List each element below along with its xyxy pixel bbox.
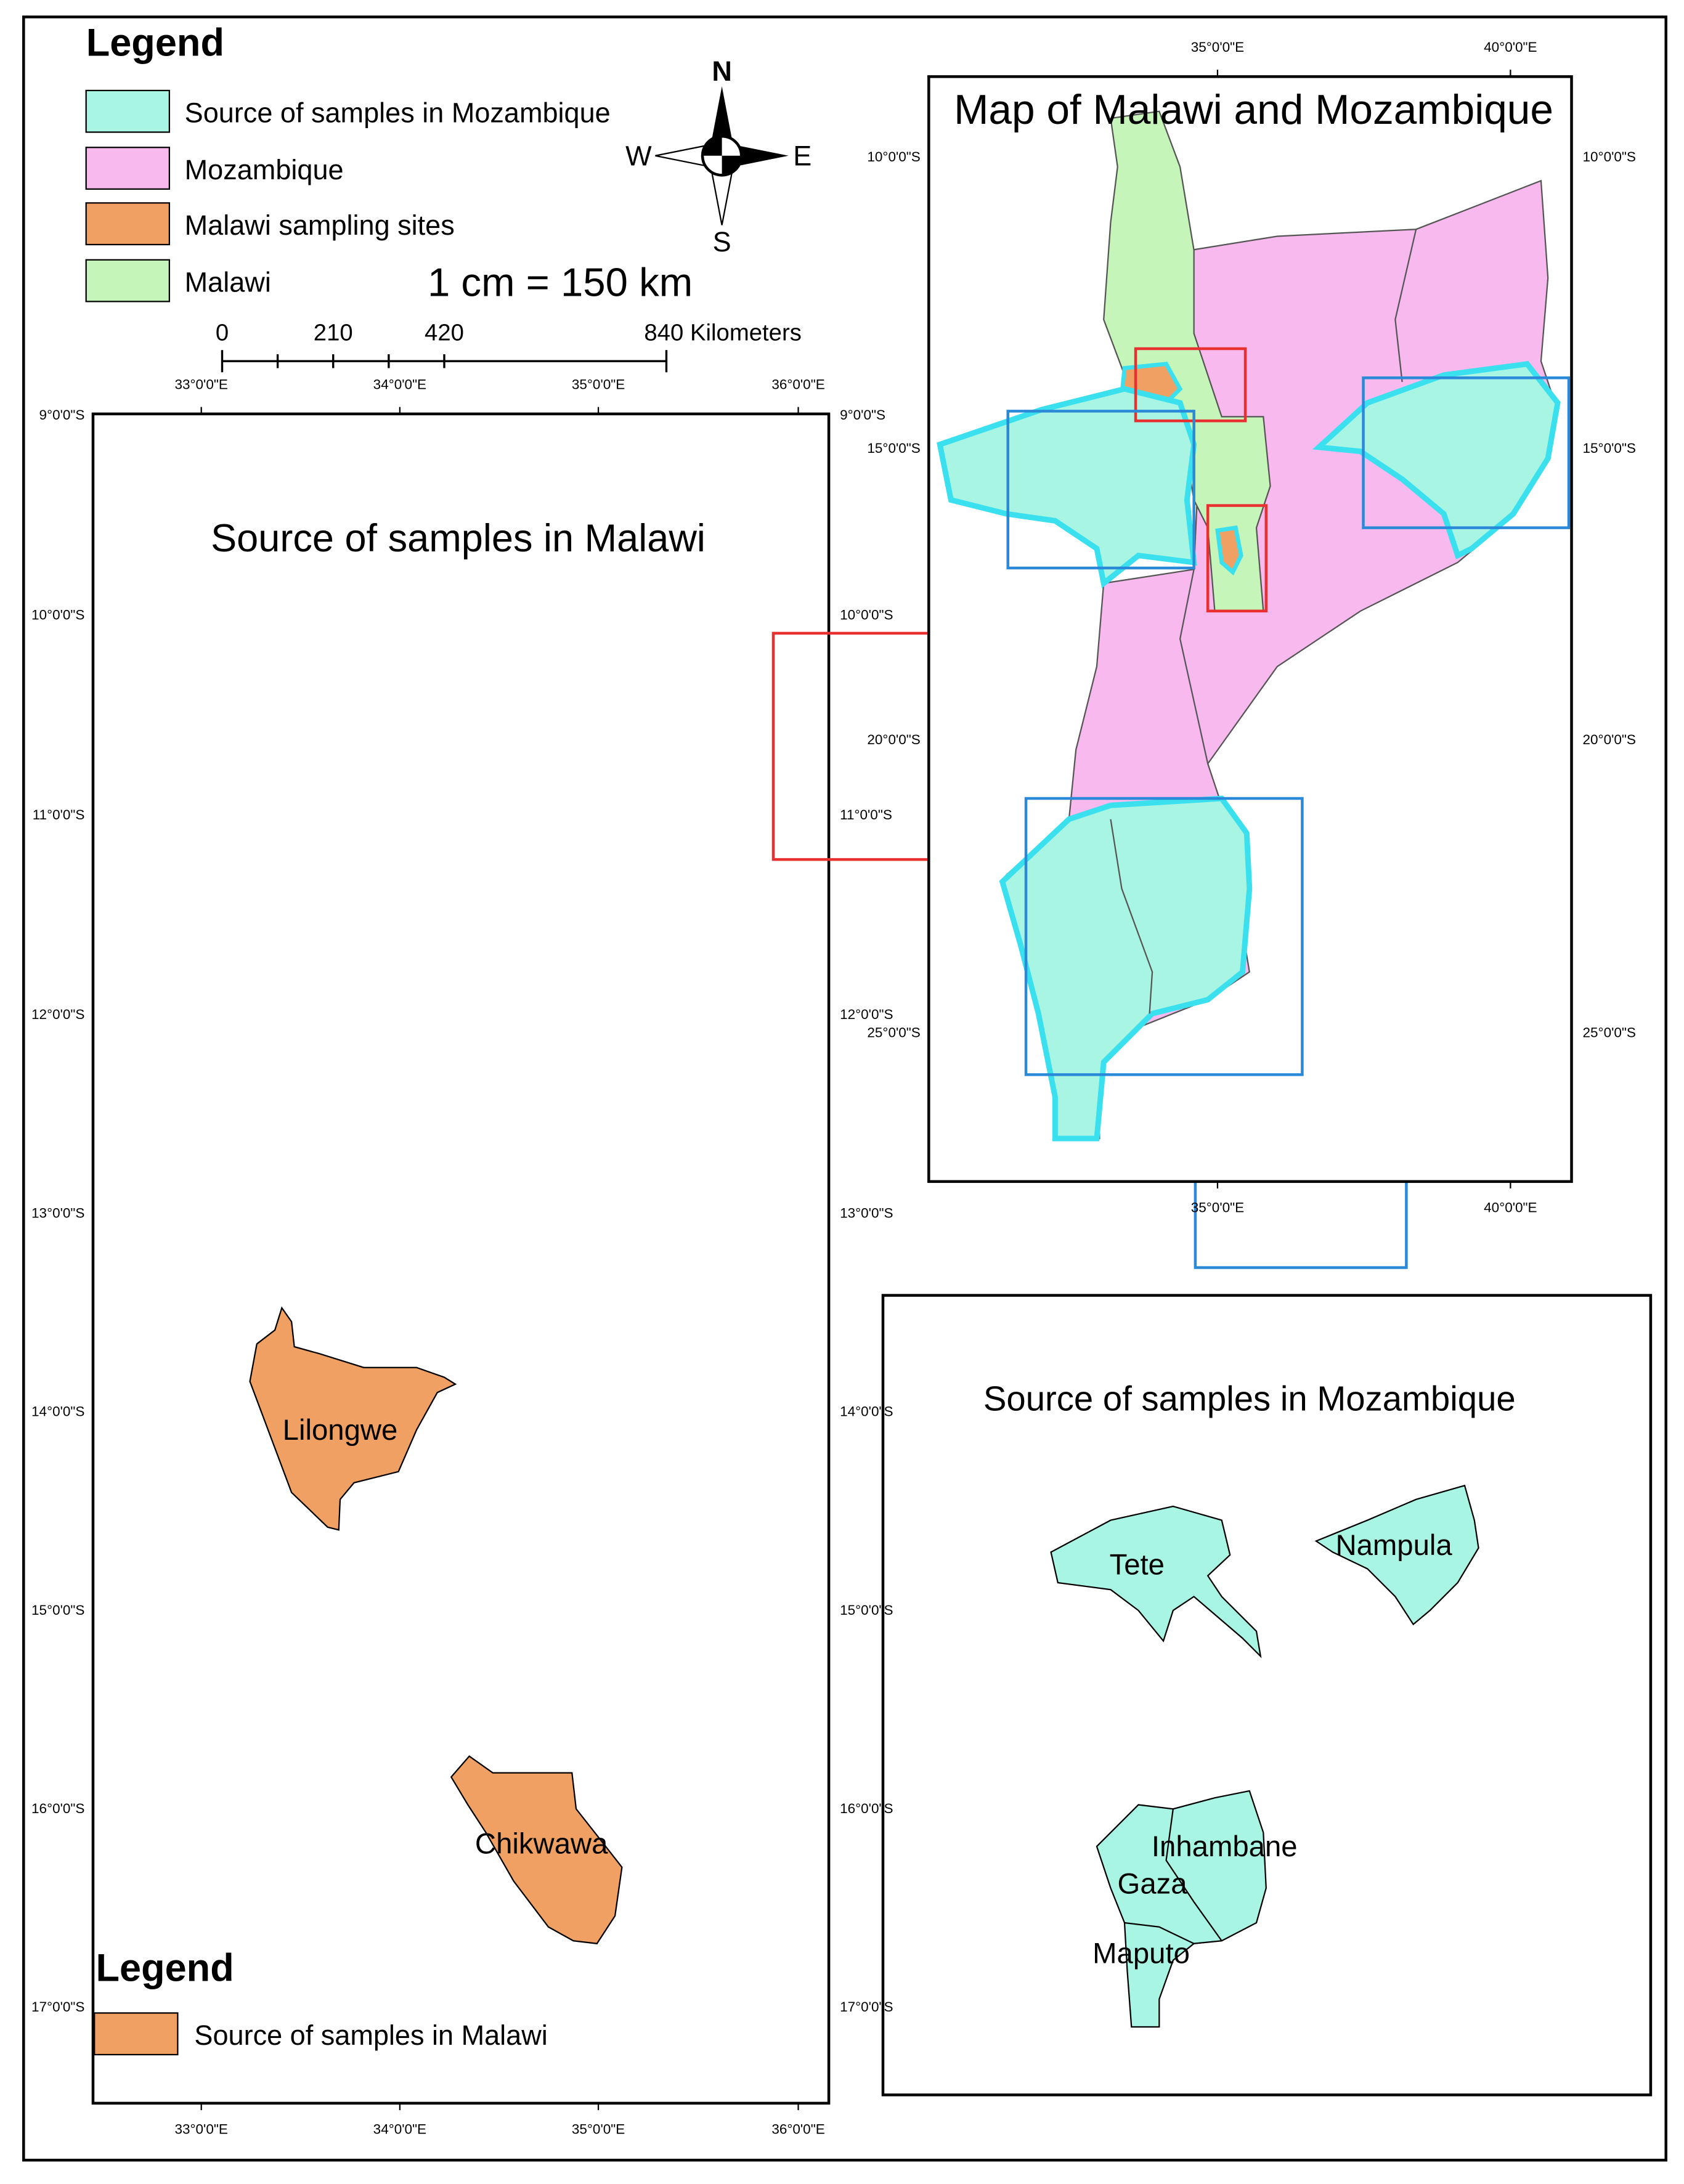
sample-areas <box>937 360 1561 1142</box>
compass <box>655 86 789 225</box>
mozambique-map-frame <box>881 1294 1653 2097</box>
mozambique-boundaries <box>1124 1809 1222 1944</box>
main-map-title: Map of Malawi and Mozambique <box>954 87 1553 133</box>
y-tick-label: 10°0'0"S <box>867 149 920 164</box>
y-tick-label: 16°0'0"S <box>31 1801 84 1816</box>
compass-label: S <box>713 226 731 258</box>
y-tick-label: 17°0'0"S <box>840 1999 893 2015</box>
mozambique-map-title: Source of samples in Mozambique <box>983 1379 1516 1418</box>
x-tick-label: 35°0'0"E <box>1191 39 1244 55</box>
y-tick-label: 14°0'0"S <box>31 1404 84 1419</box>
y-tick-label: 15°0'0"S <box>867 440 920 456</box>
compass-label: E <box>793 140 811 172</box>
legend-label: Malawi <box>185 267 271 298</box>
scale-label: 0 <box>216 319 229 346</box>
malawi-map-title: Source of samples in Malawi <box>211 517 706 560</box>
y-tick-label: 17°0'0"S <box>31 1999 84 2015</box>
x-tick-label: 36°0'0"E <box>771 376 824 392</box>
y-tick-label: 11°0'0"S <box>33 807 85 822</box>
y-tick-label: 13°0'0"S <box>840 1205 893 1220</box>
y-tick-label: 9°0'0"S <box>840 407 885 423</box>
extent-box <box>1362 376 1571 529</box>
legend-swatch <box>85 147 171 190</box>
scale-text: 1 cm = 150 km <box>428 259 693 304</box>
y-tick-label: 11°0'0"S <box>840 807 892 822</box>
place-label: Gaza <box>1118 1868 1188 1901</box>
legend-swatch <box>85 259 171 302</box>
x-tick-label: 40°0'0"E <box>1484 1200 1537 1215</box>
y-tick-label: 20°0'0"S <box>867 732 920 747</box>
place-label: Nampula <box>1335 1529 1452 1562</box>
y-tick-label: 15°0'0"S <box>31 1602 84 1618</box>
y-tick-label: 9°0'0"S <box>39 407 85 423</box>
y-tick-label: 10°0'0"S <box>840 607 893 622</box>
place-label: Chikwawa <box>475 1827 608 1860</box>
x-tick-label: 40°0'0"E <box>1484 39 1537 55</box>
legend-title: Legend <box>86 22 224 65</box>
lilongwe-region <box>249 1306 457 1531</box>
legend-title: Legend <box>96 1947 234 1990</box>
y-tick-label: 10°0'0"S <box>1583 149 1636 164</box>
legend-label: Mozambique <box>185 154 344 185</box>
x-tick-label: 36°0'0"E <box>771 2121 824 2137</box>
x-tick-label: 33°0'0"E <box>174 2121 227 2137</box>
legend-swatch <box>85 202 171 246</box>
extent-box <box>1206 504 1268 613</box>
compass-label: N <box>712 55 732 87</box>
y-tick-label: 14°0'0"S <box>840 1404 893 1419</box>
place-label: Lilongwe <box>283 1414 398 1447</box>
y-tick-label: 25°0'0"S <box>1583 1025 1636 1041</box>
legend-label: Malawi sampling sites <box>185 209 455 241</box>
compass-label: W <box>625 140 652 172</box>
x-tick-label: 33°0'0"E <box>174 376 227 392</box>
extent-box <box>1024 797 1304 1076</box>
main-map-boundaries <box>1110 229 1417 1014</box>
sampling-site <box>1215 525 1243 576</box>
legend-label: Source of samples in Malawi <box>194 2020 547 2051</box>
mozambique-samples <box>1050 1484 1479 2028</box>
legend-swatch <box>85 89 171 133</box>
y-tick-label: 15°0'0"S <box>1583 440 1636 456</box>
y-tick-label: 12°0'0"S <box>840 1007 893 1022</box>
y-tick-label: 20°0'0"S <box>1583 732 1636 747</box>
scale-label: 210 <box>314 319 353 346</box>
place-label: Inhambane <box>1152 1830 1298 1863</box>
y-tick-label: 16°0'0"S <box>840 1801 893 1816</box>
x-tick-label: 34°0'0"E <box>373 376 426 392</box>
chikwawa-region <box>450 1755 623 1944</box>
y-tick-label: 25°0'0"S <box>867 1025 920 1041</box>
y-tick-label: 15°0'0"S <box>840 1602 893 1618</box>
place-label: Tete <box>1110 1548 1165 1581</box>
x-tick-label: 34°0'0"E <box>373 2121 426 2137</box>
legend-swatch <box>94 2012 179 2056</box>
x-tick-label: 35°0'0"E <box>572 2121 625 2137</box>
extent-box <box>1006 410 1195 570</box>
scale-label: 420 <box>425 319 464 346</box>
y-tick-label: 10°0'0"S <box>31 607 84 622</box>
place-label: Maputo <box>1092 1937 1190 1970</box>
x-tick-label: 35°0'0"E <box>572 376 625 392</box>
scale-label: 840 Kilometers <box>644 319 801 346</box>
malawi-map-frame <box>91 412 831 2105</box>
y-tick-label: 12°0'0"S <box>31 1007 84 1022</box>
outer-border <box>22 15 1667 2162</box>
scale-bar <box>221 350 668 373</box>
legend-label: Source of samples in Mozambique <box>185 97 611 129</box>
extent-box <box>1134 347 1247 423</box>
x-tick-label: 35°0'0"E <box>1191 1200 1244 1215</box>
y-tick-label: 13°0'0"S <box>31 1205 84 1220</box>
